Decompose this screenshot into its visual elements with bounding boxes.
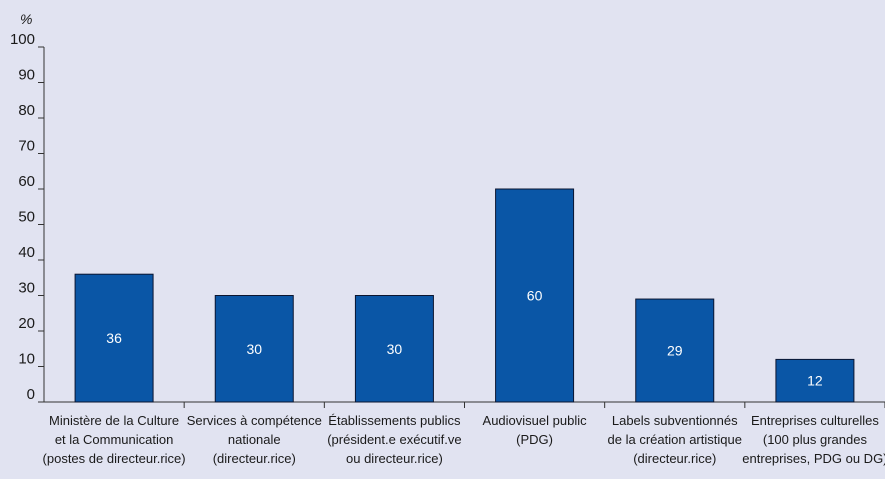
bar-value-label: 30 [246, 341, 262, 357]
bar-value-label: 12 [807, 373, 823, 389]
y-axis-unit-label: % [20, 11, 32, 27]
bar-value-label: 30 [387, 341, 403, 357]
y-tick-label: 70 [18, 138, 35, 155]
bar-value-label: 60 [527, 288, 543, 304]
y-tick-label: 40 [18, 244, 35, 261]
category-label-line: ou directeur.rice) [346, 451, 443, 466]
category-label-line: (postes de directeur.rice) [43, 451, 186, 466]
y-tick-label: 10 [18, 351, 35, 368]
bar [214, 295, 294, 403]
category-label-line: entreprises, PDG ou DG) [742, 451, 885, 466]
bar [354, 295, 434, 403]
category-label-line: Ministère de la Culture [49, 413, 179, 428]
category-label-line: (directeur.rice) [213, 451, 296, 466]
y-tick-label: 80 [18, 102, 35, 119]
category-label-line: Labels subventionnés [612, 413, 738, 428]
category-label-line: et la Communication [55, 432, 174, 447]
bar [74, 273, 154, 403]
x-axis-labels: Ministère de la Culture et la Communicati… [43, 402, 885, 466]
category-label-line: nationale [228, 432, 281, 447]
bar [635, 298, 715, 403]
category-label-line: de la création artistique [608, 432, 742, 447]
y-tick-label: 0 [27, 386, 35, 403]
category-label-line: Établissements publics [328, 413, 461, 428]
bar [775, 358, 855, 403]
category-label-line: Services à compétence [187, 413, 322, 428]
category-label-line: Entreprises culturelles [751, 413, 879, 428]
y-tick-label: 50 [18, 209, 35, 226]
category-label-line: (100 plus grandes [763, 432, 868, 447]
category-label-line: (PDG) [516, 432, 553, 447]
category-label-line: (président.e exécutif.ve [327, 432, 461, 447]
y-tick-label: 90 [18, 67, 35, 84]
y-tick-label: 100 [10, 31, 35, 48]
bar-value-label: 29 [667, 343, 683, 359]
y-tick-label: 20 [18, 315, 35, 332]
category-label-line: Audiovisuel public [483, 413, 588, 428]
y-tick-label: 60 [18, 173, 35, 190]
bar-value-label: 36 [106, 330, 122, 346]
bars: 36 30 30 60 29 12 [74, 188, 855, 403]
bar [495, 188, 575, 403]
category-label-line: (directeur.rice) [633, 451, 716, 466]
y-tick-label: 30 [18, 280, 35, 297]
